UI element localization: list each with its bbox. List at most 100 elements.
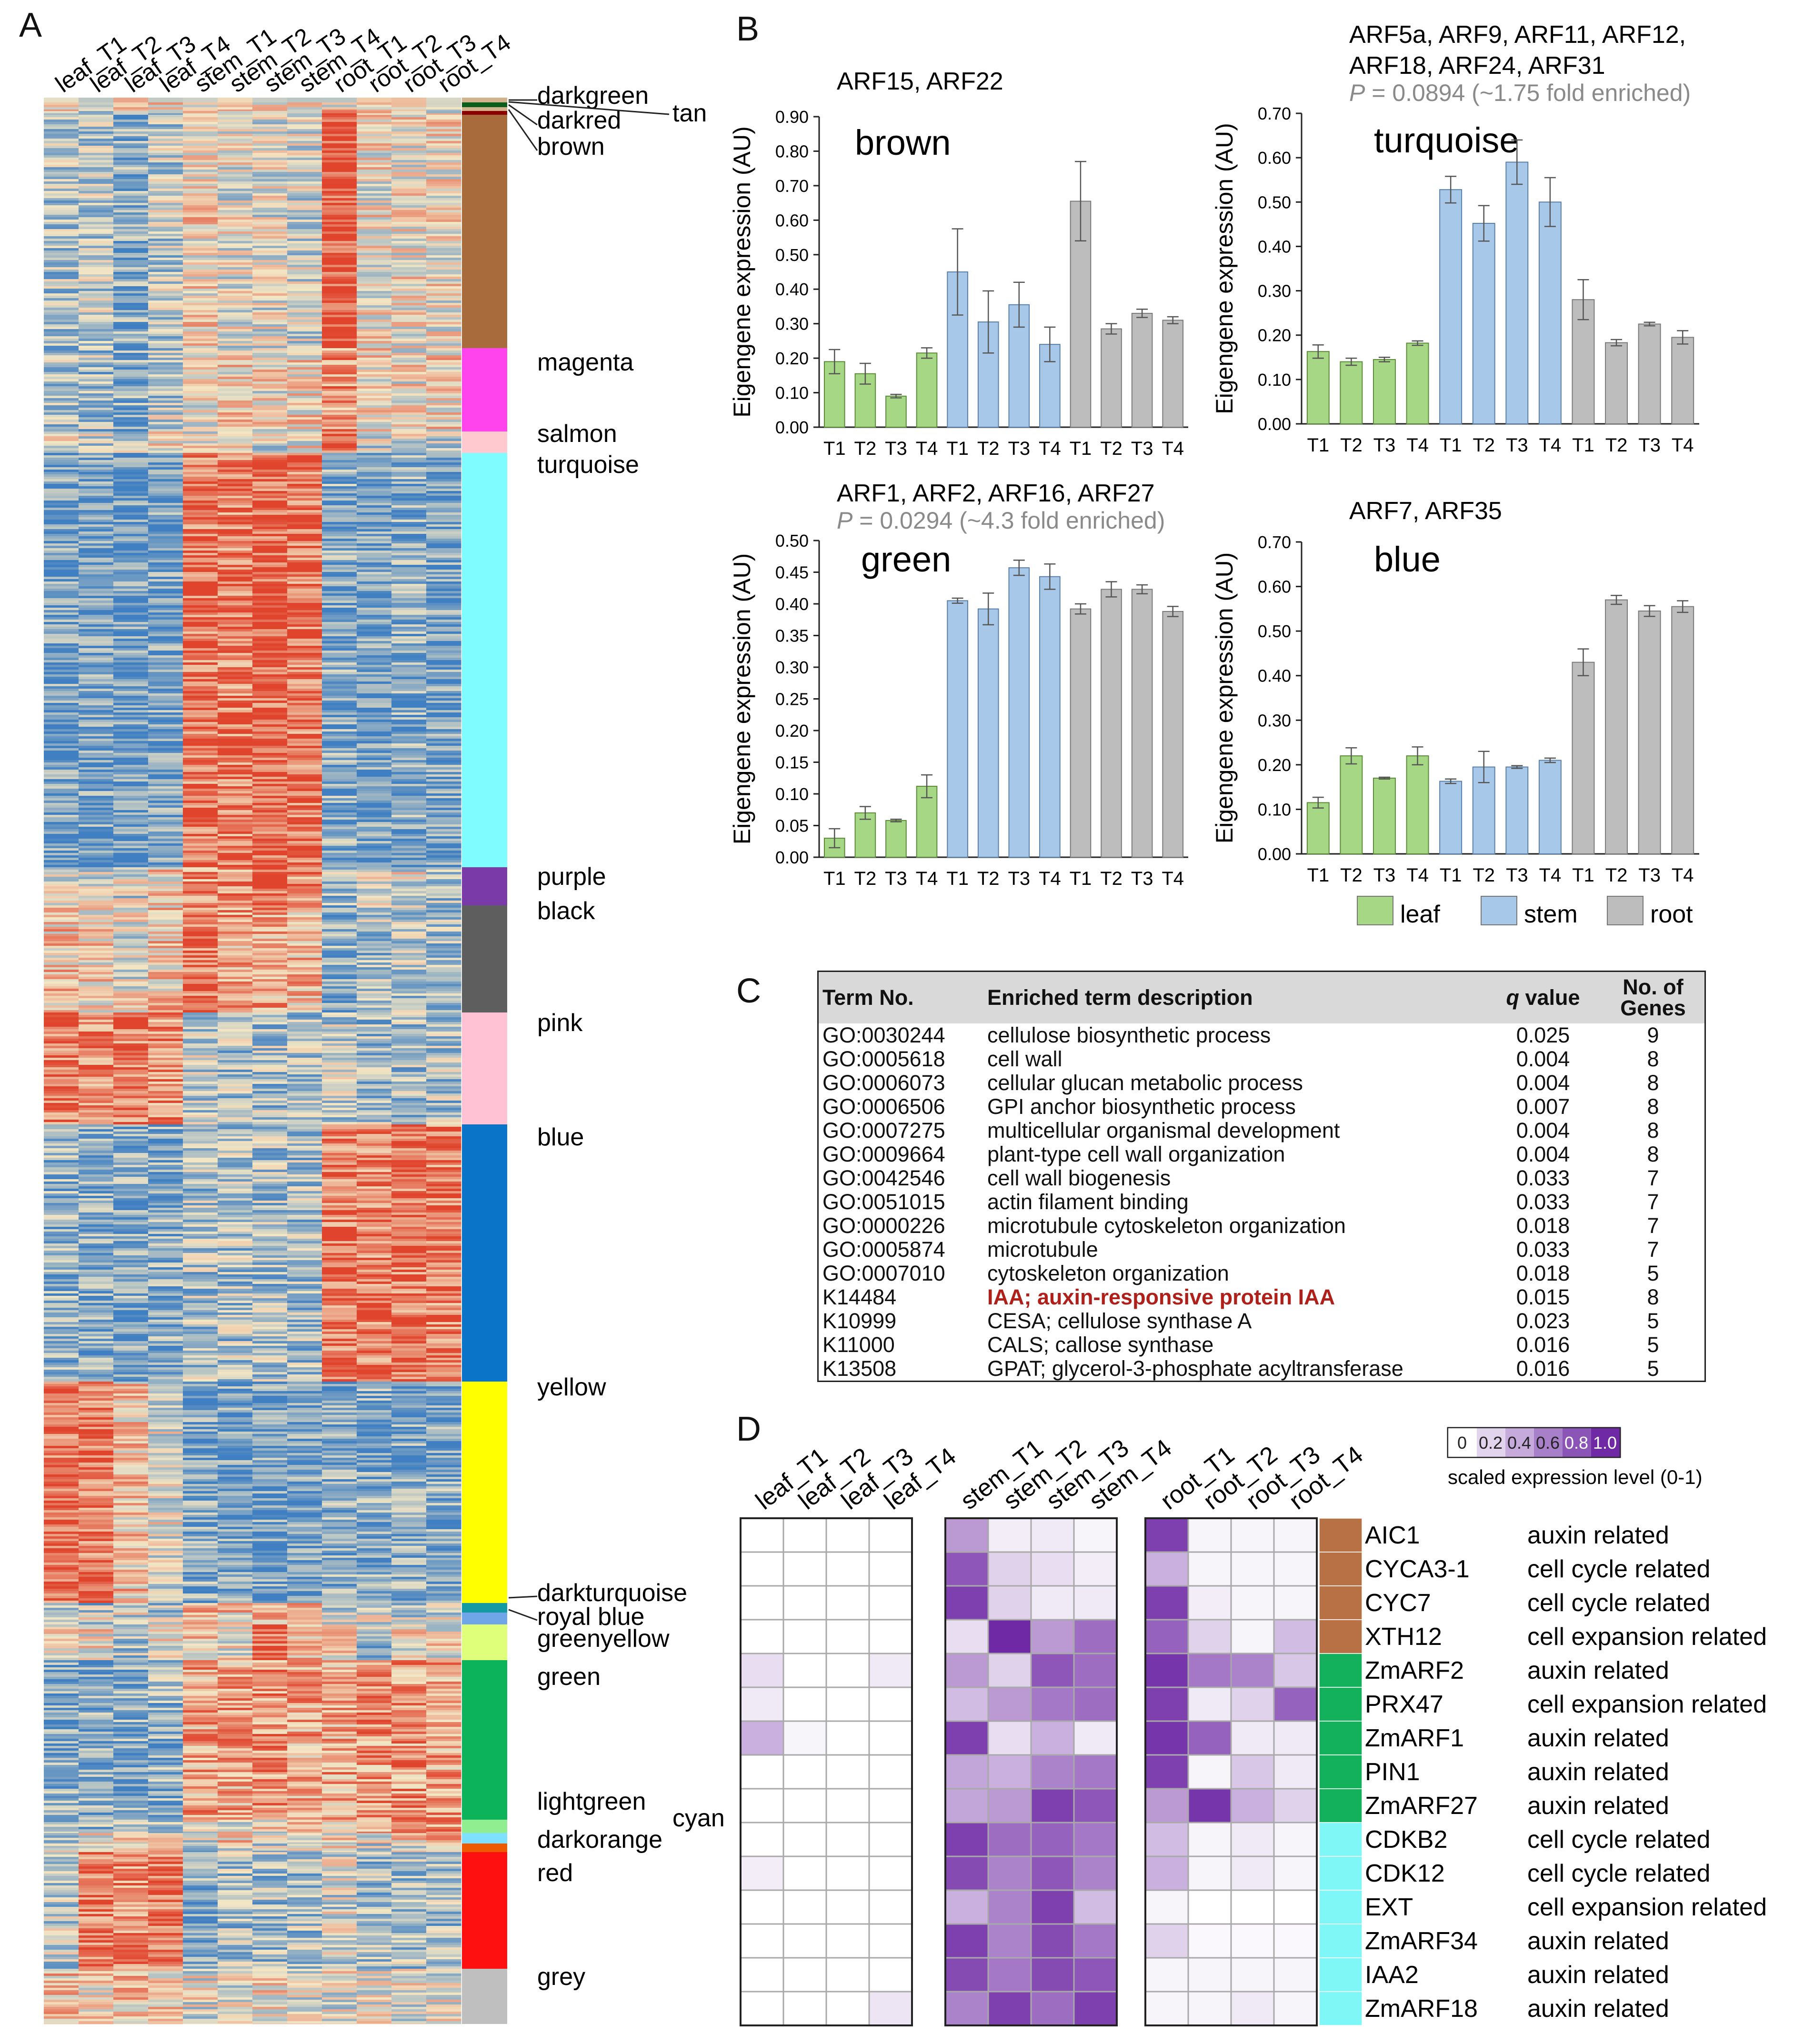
x-tick-label: T3 <box>885 438 907 459</box>
go-cell-q: 0.007 <box>1516 1094 1570 1119</box>
heatmap-d-cell <box>944 1653 989 1688</box>
heatmap-d-cell <box>825 1585 870 1621</box>
module-label-tan: tan <box>672 100 707 127</box>
heatmap-d-cell <box>1073 1686 1118 1722</box>
color-scale-tick: 0.2 <box>1479 1433 1503 1453</box>
heatmap-d-cell <box>782 1585 827 1621</box>
y-tick-label: 0.30 <box>1258 711 1291 730</box>
heatmap-d-cell <box>1273 1923 1318 1959</box>
go-cell-term: GO:0006073 <box>822 1071 945 1095</box>
y-tick-label: 0.50 <box>1258 192 1291 212</box>
go-cell-term: GO:0006506 <box>822 1094 945 1119</box>
y-axis-label: Eigengene expression (AU) <box>1211 123 1238 414</box>
module-color-darkorange <box>462 1844 507 1852</box>
heatmap-d-cell <box>1230 1957 1275 1993</box>
gene-category: auxin related <box>1527 1522 1669 1549</box>
heatmap-d-cell <box>825 1720 870 1756</box>
go-cell-term: K10999 <box>822 1309 897 1333</box>
chart-gene-list: ARF5a, ARF9, ARF11, ARF12, <box>1349 21 1686 49</box>
heatmap-d-cell <box>825 1957 870 1993</box>
x-tick-label: T3 <box>1373 435 1396 456</box>
heatmap-d-cell <box>944 1551 989 1587</box>
go-table-row: GO:0030244 cellulose biosynthetic process… <box>819 1023 1704 1047</box>
heatmap-d-cell <box>987 1653 1032 1688</box>
heatmap-d-cell <box>1187 1686 1232 1722</box>
chart-gene-list: ARF1, ARF2, ARF16, ARF27 <box>837 480 1155 507</box>
x-tick-label: T1 <box>823 438 846 459</box>
module-color-green <box>462 1660 507 1820</box>
color-scale-tick: 1.0 <box>1593 1433 1617 1453</box>
heatmap-d-cell <box>782 1855 827 1891</box>
go-cell-desc: CESA; cellulose synthase A <box>987 1309 1252 1333</box>
go-cell-desc: cell wall biogenesis <box>987 1166 1171 1190</box>
color-scale-label: scaled expression level (0-1) <box>1448 1466 1703 1488</box>
module-color-brown <box>462 115 507 348</box>
module-color-greenyellow <box>462 1624 507 1660</box>
x-tick-label: T1 <box>1440 865 1462 886</box>
go-cell-n: 8 <box>1647 1285 1659 1309</box>
y-tick-label: 0.10 <box>1258 800 1291 819</box>
heatmap-d-cell <box>782 1957 827 1993</box>
heatmap-d-cell <box>944 1686 989 1722</box>
x-tick-label: T4 <box>916 868 938 889</box>
legend-label-stem: stem <box>1524 901 1578 928</box>
bar-leaf-T3 <box>1373 359 1396 425</box>
module-label-black: black <box>537 897 595 925</box>
heatmap-d-cell <box>1187 1923 1232 1959</box>
heatmap-d-cell <box>1030 1720 1075 1756</box>
y-tick-label: 0.60 <box>1258 148 1291 168</box>
heatmap-d-cell <box>1230 1720 1275 1756</box>
heatmap-d-cell <box>740 1653 784 1688</box>
heatmap-d-cell <box>944 1720 989 1756</box>
heatmap-d-cell <box>1187 1822 1232 1857</box>
heatmap-d-cell <box>1073 1788 1118 1824</box>
gene-category: cell cycle related <box>1527 1555 1710 1583</box>
y-tick-label: 0.30 <box>775 658 809 677</box>
module-title: green <box>861 540 951 579</box>
x-tick-label: T1 <box>1307 865 1329 886</box>
y-tick-label: 0.70 <box>1258 104 1291 123</box>
color-scale-tick: 0.8 <box>1564 1433 1588 1453</box>
y-tick-label: 0.60 <box>775 210 809 230</box>
go-cell-n: 8 <box>1647 1071 1659 1095</box>
go-table-row: GO:0006506 GPI anchor biosynthetic proces… <box>819 1095 1704 1119</box>
bar-leaf-T2 <box>854 373 876 428</box>
heatmap-d-cell <box>1030 1957 1075 1993</box>
heatmap-d-cell <box>868 1957 913 1993</box>
module-label-lightgreen: lightgreen <box>537 1788 646 1815</box>
x-tick-label: T4 <box>1406 865 1429 886</box>
heatmap-d-cell <box>1187 1720 1232 1756</box>
panel-letter-d: D <box>736 1410 761 1448</box>
y-tick-label: 0.40 <box>775 280 809 299</box>
heatmap-d-cell <box>740 1855 784 1891</box>
y-tick-label: 0.40 <box>1258 666 1291 686</box>
heatmap-d-cell <box>987 1991 1032 2026</box>
heatmap-d-cell <box>1187 1991 1232 2026</box>
go-table-row: GO:0005618 cell wall 0.004 8 <box>819 1047 1704 1071</box>
gene-module-color <box>1319 1991 1363 2026</box>
heatmap-d-cell <box>1144 1653 1189 1688</box>
bar-root-T1 <box>1070 608 1092 858</box>
go-cell-n: 5 <box>1647 1356 1659 1381</box>
eigengene-bar-charts: ARF15, ARF22 0.00 0.10 0.20 0.30 0.40 0.50 0.60… <box>729 21 1699 928</box>
go-cell-desc: microtubule <box>987 1237 1098 1262</box>
bar-stem-T3 <box>1008 567 1030 858</box>
x-tick-label: T3 <box>1131 438 1153 459</box>
heatmap-d-cell <box>944 1788 989 1824</box>
heatmap-d-cell <box>740 1889 784 1925</box>
heatmap-d-cell <box>944 1957 989 1993</box>
module-color-pink <box>462 1012 507 1124</box>
bar-root-T4 <box>1671 337 1694 424</box>
heatmap-d-cell <box>1230 1517 1275 1553</box>
go-cell-q: 0.023 <box>1516 1309 1570 1333</box>
heatmap-d-cell <box>868 1619 913 1654</box>
chart-gene-list: ARF18, ARF24, ARF31 <box>1349 52 1605 80</box>
heatmap-d-cell <box>740 1754 784 1790</box>
y-tick-label: 0.35 <box>775 626 809 646</box>
panel-letter-a: A <box>19 6 42 44</box>
module-label-pink: pink <box>537 1009 583 1037</box>
heatmap-d-cell <box>1273 1822 1318 1857</box>
gene-module-color <box>1319 1653 1363 1688</box>
heatmap-d-cell <box>825 1686 870 1722</box>
module-label-darkorange: darkorange <box>537 1826 662 1854</box>
